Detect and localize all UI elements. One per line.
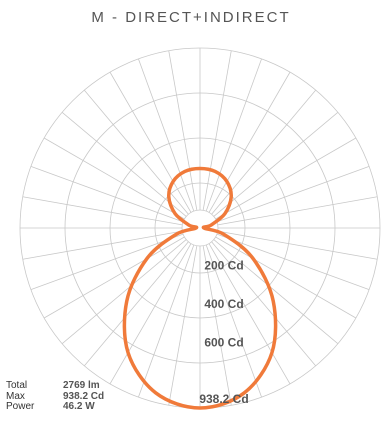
grid-spoke (216, 233, 370, 290)
grid-spoke (217, 196, 378, 226)
grid-spoke (30, 166, 184, 223)
grid-spoke (138, 244, 195, 398)
ring-label: 400 Cd (204, 297, 243, 311)
grid-spoke (109, 243, 192, 385)
stat-row-total: Total 2769 lm (6, 380, 104, 392)
grid-spoke (213, 111, 339, 217)
grid-spoke (83, 89, 189, 215)
chart-title: M - DIRECT+INDIRECT (91, 9, 291, 26)
grid-spoke (109, 71, 192, 213)
intensity-curve (122, 166, 278, 410)
ring-label: 200 Cd (204, 259, 243, 273)
ring-label: 600 Cd (204, 335, 243, 349)
grid-spoke (216, 166, 370, 223)
stat-value: 46.2 W (63, 401, 95, 412)
grid-spoke (61, 111, 187, 217)
grid-spoke (205, 244, 262, 398)
grid-spoke (168, 50, 198, 211)
stat-label: Total (6, 380, 28, 391)
grid-spoke (30, 233, 184, 290)
stat-label: Max (6, 390, 25, 402)
ring-labels: 200 Cd 400 Cd 600 Cd 938.2 Cd (199, 259, 248, 407)
grid-spoke (208, 71, 291, 213)
stat-row-power: Power 46.2 W (6, 401, 104, 413)
grid-spoke (213, 239, 339, 345)
grid-spoke (211, 241, 317, 367)
grid-spoke (61, 239, 187, 345)
grid-spoke (202, 245, 232, 406)
grid-spoke (202, 50, 232, 211)
grid-spoke (43, 236, 185, 319)
stat-label: Power (6, 401, 35, 412)
grid-spoke (215, 137, 357, 220)
grid-spoke (217, 230, 378, 260)
stat-value: 2769 lm (63, 380, 100, 391)
grid-spoke (208, 243, 291, 385)
ring-label: 938.2 Cd (199, 392, 248, 406)
polar-grid (19, 47, 381, 409)
intensity-curve-layer (122, 166, 278, 410)
grid-spoke (83, 241, 189, 367)
grid-spoke (168, 245, 198, 406)
grid-spoke (138, 58, 195, 212)
grid-spoke (211, 89, 317, 215)
stat-row-max: Max 938.2 Cd (6, 390, 105, 403)
stat-value: 938.2 Cd (63, 390, 105, 402)
grid-spoke (205, 58, 262, 212)
photometric-stats: Total 2769 lm Max 938.2 Cd Power 46.2 W (6, 380, 105, 413)
grid-spoke (215, 236, 357, 319)
grid-spoke (22, 230, 183, 260)
grid-spoke (43, 137, 185, 220)
grid-spoke (22, 196, 183, 226)
grid-ring-0 (181, 209, 219, 247)
